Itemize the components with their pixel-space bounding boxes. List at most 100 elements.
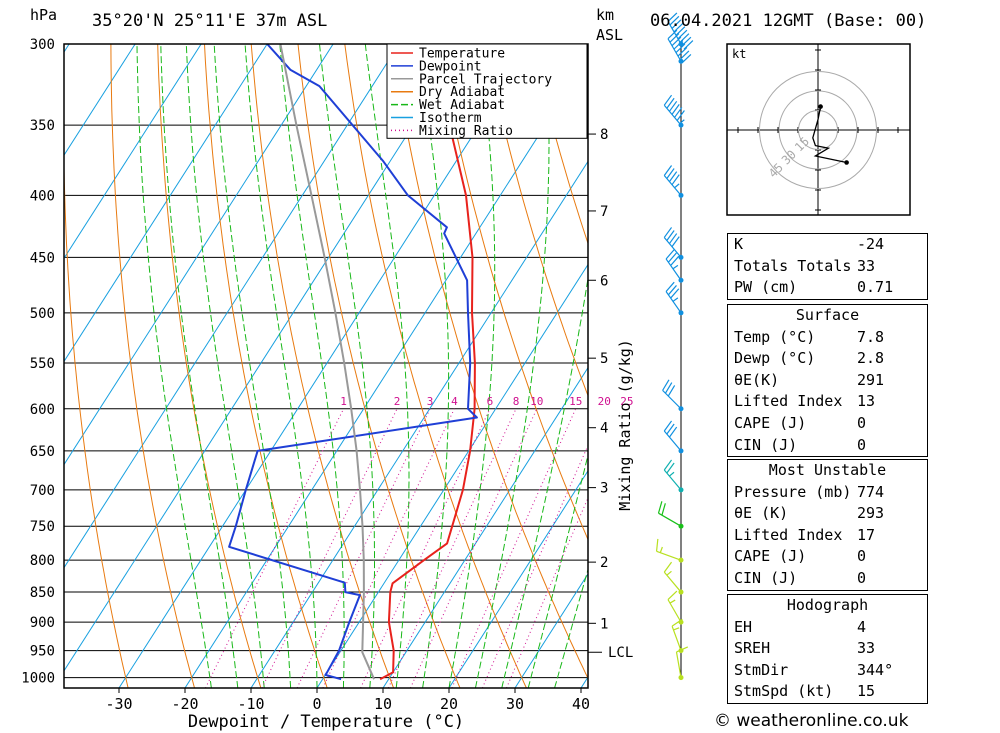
mixing-ratio-label: 8 xyxy=(513,395,520,408)
mu-cape-value: 0 xyxy=(857,547,867,566)
pressure-tick-label: 900 xyxy=(30,615,55,631)
wind-barb-dot xyxy=(678,675,684,681)
wind-barb-staff xyxy=(665,258,682,281)
surface-cape-row: CAPE (J) 0 xyxy=(728,413,927,435)
mixing-ratio-label: 3 xyxy=(427,395,434,408)
x-tick-label: -30 xyxy=(105,695,132,713)
mu-lifted-value: 17 xyxy=(857,525,876,544)
hpa-label: hPa xyxy=(30,6,57,24)
wind-barb-flag xyxy=(664,382,673,394)
wind-barb-flag xyxy=(676,646,689,653)
pressure-tick-label: 550 xyxy=(30,356,55,372)
plot-frame xyxy=(63,43,589,689)
wind-barb-flag xyxy=(681,36,692,47)
wind-barb xyxy=(675,646,689,681)
wind-barb-flag xyxy=(671,36,682,47)
wind-barb-staff xyxy=(675,651,682,678)
eh-label: EH xyxy=(734,617,753,636)
surface-title: Surface xyxy=(795,306,860,324)
parcel-trajectory-line xyxy=(279,44,376,680)
wet-adiabat-line xyxy=(501,275,588,688)
pw-label: PW (cm) xyxy=(734,278,798,297)
wind-barb-flag xyxy=(667,385,676,397)
stmdir-label: StmDir xyxy=(734,660,789,679)
mu-pressure-label: Pressure (mb) xyxy=(734,482,852,501)
mixing-ratio-line xyxy=(481,444,588,688)
legend-label: Dry Adiabat xyxy=(419,85,505,100)
eh-value: 4 xyxy=(857,617,867,636)
wet-adiabat-line xyxy=(279,44,345,688)
wind-barb-flag xyxy=(671,618,683,627)
wind-barb-flag xyxy=(666,168,675,179)
surface-thetae-row: θE(K) 291 xyxy=(728,370,927,392)
wind-barb-half xyxy=(659,546,663,553)
surface-cape-value: 0 xyxy=(857,413,867,432)
wind-barb xyxy=(663,165,684,198)
mu-thetae-row: θE (K) 293 xyxy=(728,503,927,525)
wind-barb xyxy=(665,249,684,283)
wind-barb-staff xyxy=(671,625,682,651)
wind-barb xyxy=(663,94,685,128)
hodograph-ring xyxy=(759,71,877,189)
isotherm-line xyxy=(250,160,588,688)
wind-barb-flag xyxy=(669,33,680,43)
km-tick-label: 6 xyxy=(600,273,608,289)
wind-barb-flag xyxy=(661,503,666,516)
wind-barb-dot xyxy=(678,487,684,493)
pressure-tick-label: 1000 xyxy=(21,671,55,687)
indices-panel: K -24 Totals Totals 33 PW (cm) 0.71 xyxy=(727,233,928,300)
wind-barb-staff xyxy=(663,175,682,196)
wind-barb-staff xyxy=(658,512,682,527)
km-tick-label: 8 xyxy=(600,127,608,143)
mixing-ratio-line xyxy=(409,408,538,688)
wind-barb-flag xyxy=(670,255,680,266)
legend-label: Temperature xyxy=(419,47,505,62)
wind-barb-flag xyxy=(673,40,684,50)
hodograph-ring xyxy=(778,90,858,170)
isotherm-line xyxy=(64,44,400,569)
isotherm-line xyxy=(118,44,532,688)
surface-cin-label: CIN (J) xyxy=(734,435,798,454)
wind-barb-flag xyxy=(663,94,673,106)
diagram-lines xyxy=(0,44,588,688)
stmspd-label: StmSpd (kt) xyxy=(734,682,834,701)
wind-barb xyxy=(663,227,684,260)
km-tick-label: 7 xyxy=(600,204,608,220)
pressure-tick-label: 450 xyxy=(30,250,55,266)
isotherm-line xyxy=(64,44,466,672)
dry-adiabat-line xyxy=(157,44,262,688)
wind-barb-dot xyxy=(678,192,684,198)
dry-adiabat-line xyxy=(64,44,129,688)
surface-lifted-row: Lifted Index 13 xyxy=(728,391,927,413)
k-index-value: -24 xyxy=(857,235,885,253)
hodograph-point xyxy=(844,160,849,165)
wind-barb-flag xyxy=(666,423,675,435)
wind-barb-flag xyxy=(665,281,675,292)
x-axis-label: Dewpoint / Temperature (°C) xyxy=(188,712,464,732)
totals-label: Totals Totals xyxy=(734,256,852,275)
wind-barb-staff xyxy=(663,104,682,126)
surface-lifted-label: Lifted Index xyxy=(734,392,843,411)
dry-adiabat-line xyxy=(437,44,588,541)
wind-barb xyxy=(655,538,684,563)
mixing-ratio-label: 2 xyxy=(394,395,401,408)
wind-barb-flag xyxy=(681,53,692,64)
isotherm-line xyxy=(514,573,588,688)
wind-barb-flag xyxy=(667,29,678,40)
credit-text[interactable]: © weatheronline.co.uk xyxy=(714,711,909,731)
pressure-tick-label: 350 xyxy=(30,118,55,134)
dry-adiabat-line xyxy=(110,44,195,688)
km-tick-label: 3 xyxy=(600,481,608,497)
pressure-tick-label: 850 xyxy=(30,585,55,601)
wind-barb-flag xyxy=(675,43,686,54)
wind-barb-flag xyxy=(668,100,678,112)
isotherm-line xyxy=(0,44,3,688)
dry-adiabat-line xyxy=(391,44,588,680)
stmspd-row: StmSpd (kt) 15 xyxy=(728,681,927,703)
isotherm-line xyxy=(184,57,588,688)
wet-adiabat-line xyxy=(213,44,292,688)
wind-barb-half xyxy=(666,570,672,576)
wind-barb-flag xyxy=(671,19,682,29)
x-tick-label: 10 xyxy=(374,695,392,713)
eh-row: EH 4 xyxy=(728,617,927,639)
